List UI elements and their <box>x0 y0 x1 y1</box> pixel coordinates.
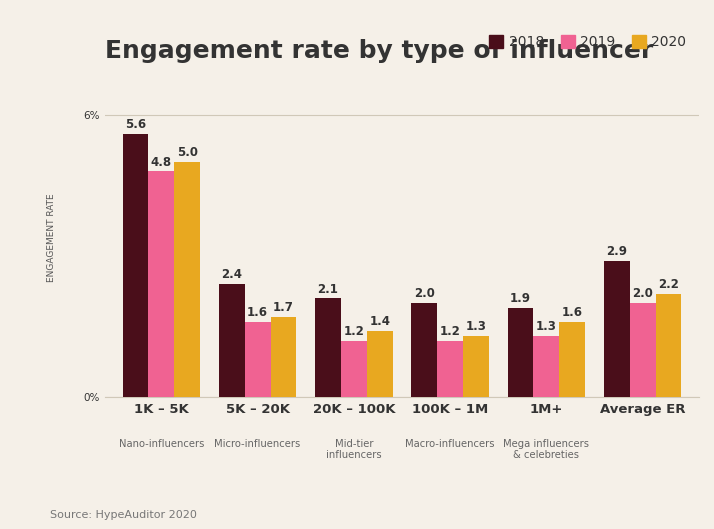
Bar <box>315 298 341 397</box>
Bar <box>245 322 271 397</box>
Bar <box>437 341 463 397</box>
Text: 1.2: 1.2 <box>440 325 461 338</box>
Text: 2.4: 2.4 <box>221 268 242 281</box>
Bar <box>533 336 559 397</box>
Text: 1.3: 1.3 <box>536 320 557 333</box>
Text: 2.9: 2.9 <box>606 245 628 258</box>
Text: 2.2: 2.2 <box>658 278 679 291</box>
Text: 1.9: 1.9 <box>510 292 531 305</box>
Bar <box>367 331 393 397</box>
Bar <box>508 308 533 397</box>
Text: Mid-tier
influencers: Mid-tier influencers <box>326 439 382 460</box>
Bar <box>559 322 585 397</box>
Bar <box>271 317 296 397</box>
Text: 4.8: 4.8 <box>151 156 172 169</box>
Bar <box>604 261 630 397</box>
Text: 1.7: 1.7 <box>273 302 294 314</box>
Text: 1.6: 1.6 <box>247 306 268 319</box>
Text: Mega influencers
& celebreties: Mega influencers & celebreties <box>503 439 589 460</box>
Text: 1.6: 1.6 <box>562 306 583 319</box>
Bar <box>149 171 174 397</box>
Bar <box>463 336 489 397</box>
Text: 1.3: 1.3 <box>466 320 486 333</box>
Text: Source: HypeAuditor 2020: Source: HypeAuditor 2020 <box>50 510 197 521</box>
Text: Macro-influencers: Macro-influencers <box>406 439 495 449</box>
Bar <box>219 284 245 397</box>
Bar <box>411 303 437 397</box>
Text: Nano-influencers: Nano-influencers <box>119 439 204 449</box>
Text: 1.2: 1.2 <box>343 325 364 338</box>
Bar <box>123 134 149 397</box>
Bar <box>174 162 200 397</box>
Text: 5.0: 5.0 <box>176 146 198 159</box>
Text: 2.0: 2.0 <box>632 287 653 300</box>
Bar <box>630 303 655 397</box>
Text: 2.0: 2.0 <box>414 287 435 300</box>
Text: Micro-influencers: Micro-influencers <box>214 439 301 449</box>
Bar <box>655 294 681 397</box>
Text: Engagement rate by type of influencer: Engagement rate by type of influencer <box>105 39 653 63</box>
Text: 2.1: 2.1 <box>318 282 338 296</box>
Legend: 2018, 2019, 2020: 2018, 2019, 2020 <box>484 30 692 55</box>
Text: 1.4: 1.4 <box>369 315 390 329</box>
Text: 5.6: 5.6 <box>125 118 146 131</box>
Text: ENGAGEMENT RATE: ENGAGEMENT RATE <box>47 193 56 281</box>
Bar <box>341 341 367 397</box>
